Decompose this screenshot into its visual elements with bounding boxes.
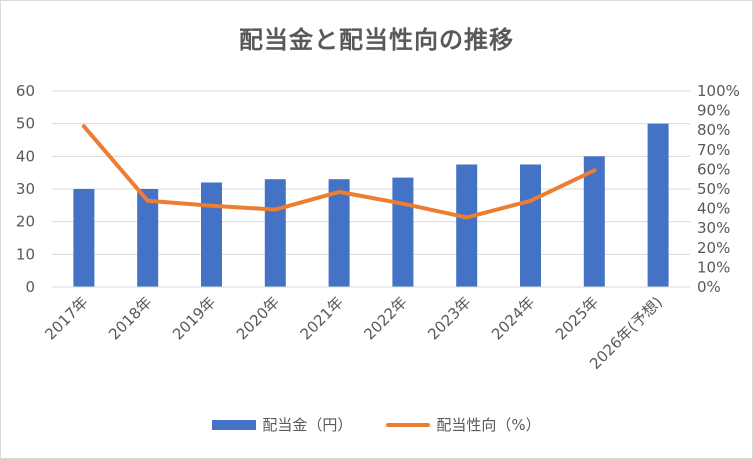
bar: [201, 182, 222, 287]
legend: 配当金（円） 配当性向（%）: [0, 414, 753, 435]
bar: [520, 164, 541, 287]
y-right-tick-label: 40%: [697, 200, 730, 218]
x-tick-label: 2022年: [360, 293, 410, 343]
x-tick-label: 2024年: [488, 293, 538, 343]
line-point: [337, 189, 342, 194]
line-point: [464, 215, 469, 220]
y-left-tick-label: 50: [16, 115, 35, 133]
line-point: [273, 207, 278, 212]
y-left-tick-label: 60: [16, 82, 35, 100]
y-right-tick-label: 100%: [697, 82, 740, 100]
y-right-tick-label: 50%: [697, 180, 730, 198]
legend-swatch-bar: [212, 419, 257, 430]
legend-label-dividend: 配当金（円）: [262, 416, 353, 434]
y-left-tick-label: 20: [16, 213, 35, 231]
legend-label-payout: 配当性向（%）: [436, 416, 541, 434]
bar: [137, 189, 159, 287]
y-left-tick-label: 10: [16, 245, 35, 263]
y-right-tick-label: 70%: [697, 141, 730, 159]
line-point: [400, 201, 405, 206]
line-point: [145, 198, 150, 203]
bar: [392, 177, 414, 287]
bar: [73, 189, 95, 287]
x-tick-label: 2025年: [552, 293, 602, 343]
y-right-tick-label: 90%: [697, 102, 730, 120]
x-tick-label: 2021年: [297, 293, 347, 343]
y-left-tick-label: 0: [25, 278, 35, 296]
y-right-tick-label: 80%: [697, 121, 730, 139]
bar: [264, 179, 286, 287]
x-tick-label: 2020年: [233, 293, 283, 343]
y-right-tick-label: 30%: [697, 219, 730, 237]
y-left-tick-label: 30: [16, 180, 35, 198]
y-left-tick-label: 40: [16, 147, 35, 165]
bar: [328, 179, 350, 287]
x-tick-label: 2019年: [169, 293, 219, 343]
y-right-tick-label: 10%: [697, 258, 730, 276]
line-point: [592, 168, 597, 173]
y-right-tick-label: 0%: [697, 278, 721, 296]
bar: [583, 156, 605, 287]
legend-item-dividend: 配当金（円）: [212, 414, 352, 435]
x-tick-label: 2018年: [105, 293, 155, 343]
y-right-tick-label: 20%: [697, 239, 730, 257]
bar: [456, 164, 478, 287]
x-tick-label: 2017年: [41, 293, 91, 343]
chart-title: 配当金と配当性向の推移: [239, 26, 514, 54]
bar: [647, 123, 669, 288]
x-tick-label: 2023年: [424, 293, 474, 343]
line-point: [209, 203, 214, 208]
y-right-tick-label: 60%: [697, 160, 730, 178]
legend-swatch-line: [386, 422, 431, 427]
line-point: [81, 124, 86, 129]
legend-item-payout: 配当性向（%）: [386, 414, 541, 435]
line-point: [528, 198, 533, 203]
